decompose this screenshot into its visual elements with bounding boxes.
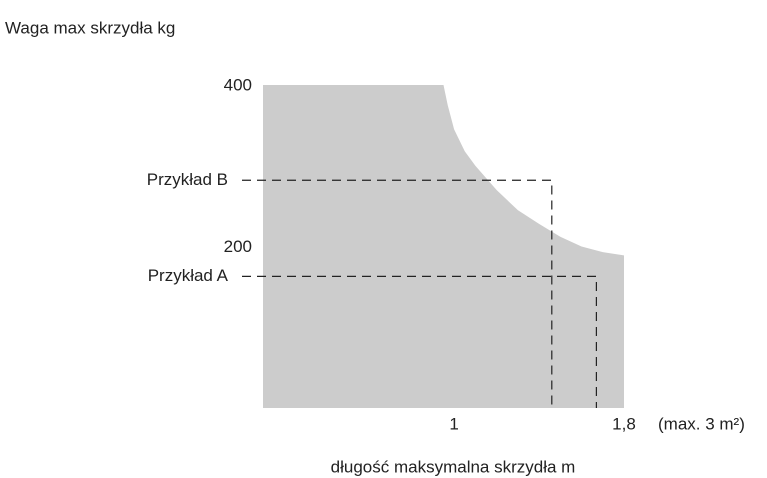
y-tick-label: 200 <box>224 237 252 256</box>
y-tick-label: 400 <box>224 75 252 94</box>
example-guide <box>242 275 597 408</box>
example-label: Przykład A <box>148 266 229 285</box>
x-tick-label: 1,8 <box>612 414 636 433</box>
example-label: Przykład B <box>147 170 228 189</box>
x-tick-label: 1 <box>449 414 458 433</box>
x-axis-label: długość maksymalna skrzydła m <box>331 457 576 476</box>
annotation: (max. 3 m²) <box>658 414 745 433</box>
y-axis-label: Waga max skrzydła kg <box>5 18 175 37</box>
area <box>263 85 624 408</box>
